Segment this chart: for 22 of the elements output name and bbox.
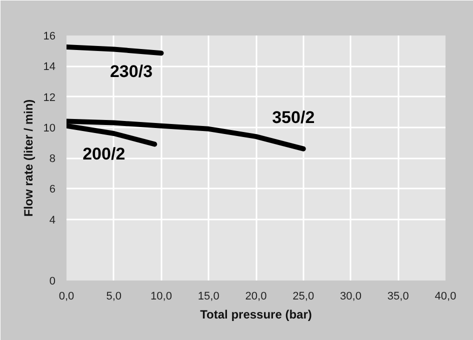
series-label: 230/3 bbox=[110, 62, 153, 82]
series-label: 200/2 bbox=[82, 144, 126, 164]
x-tick-label: 30,0 bbox=[340, 290, 362, 302]
y-tick-label: 4 bbox=[49, 214, 56, 226]
y-tick-label: 14 bbox=[43, 61, 56, 74]
x-tick-label: 15,0 bbox=[198, 290, 220, 302]
y-tick-label: 12 bbox=[43, 92, 56, 104]
x-tick-label: 25,0 bbox=[292, 290, 314, 302]
x-axis-title: Total pressure (bar) bbox=[200, 308, 312, 322]
series-label: 350/2 bbox=[272, 108, 315, 127]
x-tick-label: 5,0 bbox=[106, 290, 122, 302]
y-tick-label: 10 bbox=[43, 122, 56, 134]
x-tick-label: 40,0 bbox=[434, 290, 456, 302]
x-tick-label: 20,0 bbox=[245, 290, 267, 302]
x-tick-label: 0,0 bbox=[58, 290, 74, 302]
x-tick-label: 10,0 bbox=[150, 290, 172, 302]
y-tick-label: 6 bbox=[49, 184, 56, 196]
y-tick-label: 8 bbox=[49, 153, 56, 165]
y-tick-label: 0 bbox=[49, 276, 56, 288]
y-axis-title: Flow rate (liter / min) bbox=[21, 99, 36, 217]
y-tick-label: 16 bbox=[43, 30, 56, 42]
x-tick-label: 35,0 bbox=[387, 290, 409, 302]
